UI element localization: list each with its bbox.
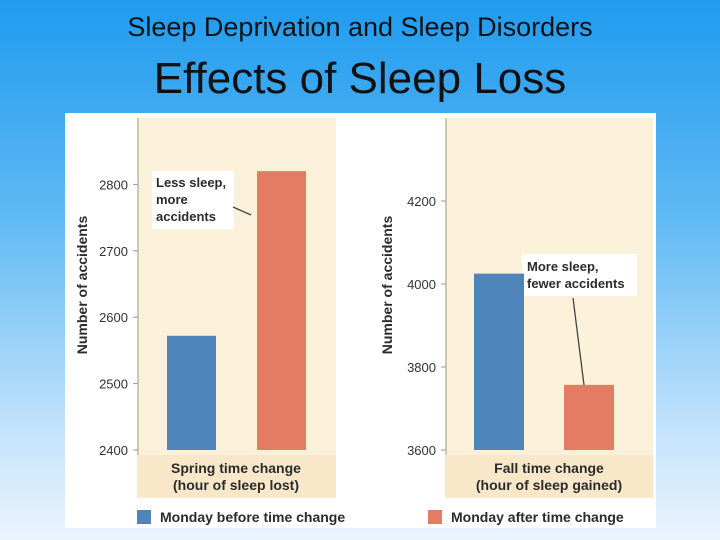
xlabel-panel-spring [137, 455, 336, 498]
y-tick-label-fall-1: 3800 [407, 360, 436, 375]
annotation-spring-line2: more [156, 192, 188, 207]
y-axis-label-spring: Number of accidents [74, 216, 90, 355]
x-axis-label-spring-line1: Spring time change [171, 460, 301, 476]
annotation-fall-line2: fewer accidents [527, 276, 625, 291]
slide-title: Effects of Sleep Loss [153, 54, 567, 103]
charts-svg: Number of accidents Number of accidents … [74, 118, 653, 525]
annotation-box-fall [522, 254, 637, 296]
annotation-arrow-fall [572, 297, 586, 394]
y-axis-label-fall: Number of accidents [379, 216, 395, 355]
x-axis-label-spring-line2: (hour of sleep lost) [173, 477, 299, 493]
y-tick-label-fall-0: 3600 [407, 443, 436, 458]
y-tick-label-spring-0: 2400 [99, 443, 128, 458]
chart-figure: Number of accidents Number of accidents … [65, 113, 656, 528]
annotation-spring-line1: Less sleep, [156, 175, 226, 190]
x-axis-label-fall-line2: (hour of sleep gained) [476, 477, 622, 493]
x-axis-label-fall-line1: Fall time change [494, 460, 604, 476]
legend-label-before: Monday before time change [160, 509, 345, 525]
annotation-box-spring [152, 171, 234, 229]
legend-swatch-before [137, 510, 151, 524]
y-tick-label-spring-4: 2800 [99, 177, 128, 192]
bar-spring-before [167, 335, 216, 450]
y-tick-label-spring-3: 2700 [99, 244, 128, 259]
plot-area-spring [137, 118, 336, 455]
slide-subtitle: Sleep Deprivation and Sleep Disorders [127, 12, 593, 42]
annotation-fall-line1: More sleep, [527, 259, 599, 274]
bar-fall-after [564, 384, 614, 450]
xlabel-panel-fall [445, 455, 653, 498]
annotation-arrow-spring [232, 206, 252, 216]
y-tick-label-spring-1: 2500 [99, 377, 128, 392]
bar-fall-before [474, 273, 524, 450]
annotation-spring-line3: accidents [156, 209, 216, 224]
legend-label-after: Monday after time change [451, 509, 624, 525]
y-tick-label-spring-2: 2600 [99, 310, 128, 325]
bar-spring-after [257, 171, 306, 450]
legend-swatch-after [428, 510, 442, 524]
y-tick-label-fall-3: 4200 [407, 194, 436, 209]
y-tick-label-fall-2: 4000 [407, 277, 436, 292]
